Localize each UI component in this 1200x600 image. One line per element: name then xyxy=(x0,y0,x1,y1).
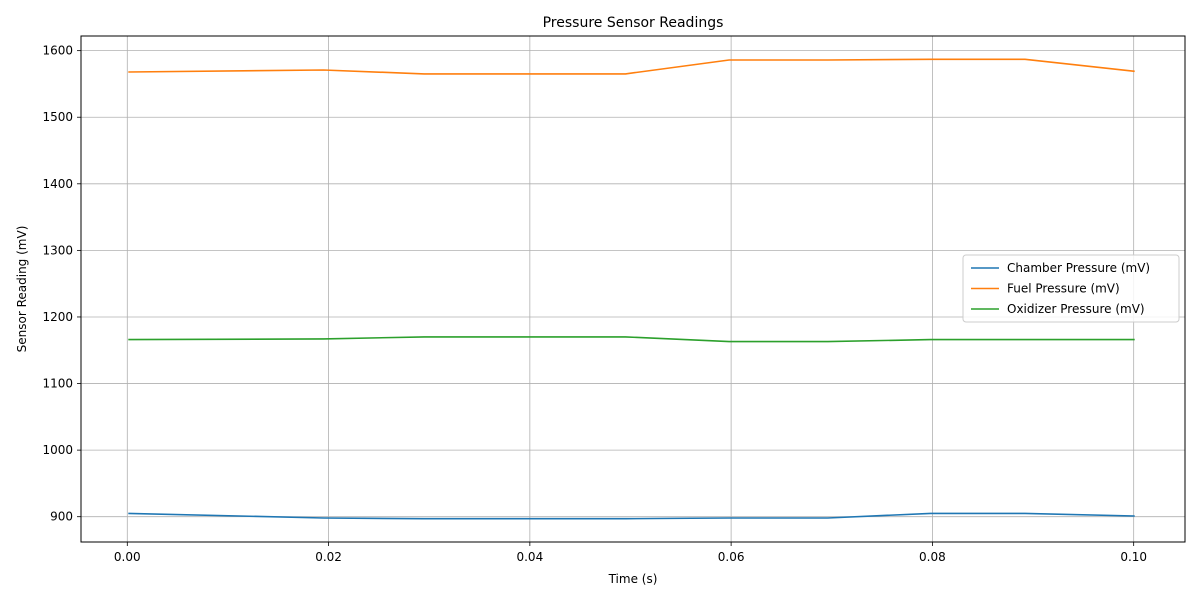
y-tick-label: 1000 xyxy=(42,443,73,457)
y-tick-label: 1200 xyxy=(42,310,73,324)
x-tick-label: 0.00 xyxy=(114,550,141,564)
x-tick-label: 0.10 xyxy=(1120,550,1147,564)
series-line-2 xyxy=(128,336,1135,343)
x-tick-label: 0.06 xyxy=(718,550,745,564)
x-tick-label: 0.08 xyxy=(919,550,946,564)
legend: Chamber Pressure (mV) Fuel Pressure (mV) O… xyxy=(962,254,1180,323)
legend-box xyxy=(962,254,1180,323)
legend-label: Oxidizer Pressure (mV) xyxy=(1007,302,1145,316)
x-tick-label: 0.04 xyxy=(516,550,543,564)
y-tick-label: 1100 xyxy=(42,377,73,391)
x-axis-label: Time (s) xyxy=(608,572,658,586)
series-line-0 xyxy=(128,512,1135,520)
chart-title: Pressure Sensor Readings xyxy=(543,15,724,31)
legend-label: Fuel Pressure (mV) xyxy=(1007,282,1120,296)
y-tick-label: 1600 xyxy=(42,44,73,58)
series-line-1 xyxy=(128,58,1135,75)
y-tick-label: 900 xyxy=(50,510,73,524)
y-tick-label: 1300 xyxy=(42,243,73,257)
series-lines xyxy=(128,58,1135,520)
y-tick-label: 1400 xyxy=(42,177,73,191)
y-tick-label: 1500 xyxy=(42,110,73,124)
x-tick-label: 0.02 xyxy=(315,550,342,564)
y-axis: 900 1000 1100 1200 1300 1400 1500 1600 xyxy=(42,44,81,524)
x-axis: 0.00 0.02 0.04 0.06 0.08 0.10 xyxy=(114,542,1147,564)
legend-label: Chamber Pressure (mV) xyxy=(1007,261,1150,275)
y-axis-label: Sensor Reading (mV) xyxy=(15,226,29,353)
plot-frame xyxy=(80,35,1186,543)
